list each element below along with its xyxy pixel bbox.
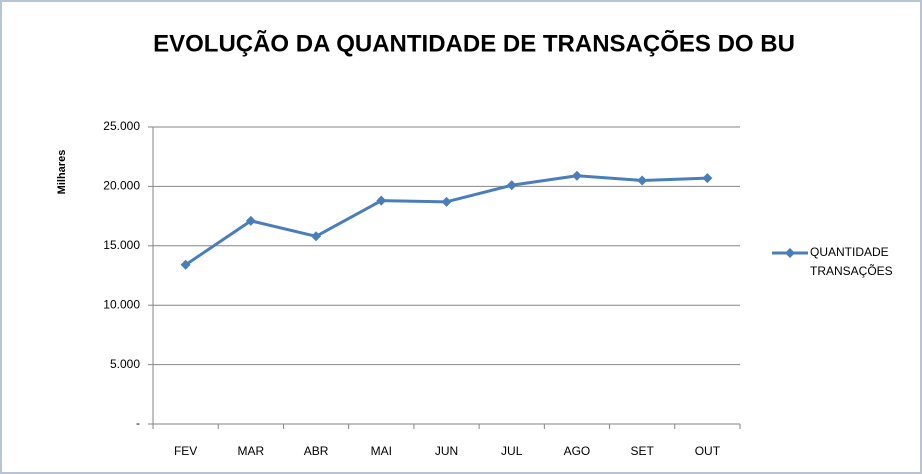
- marker: [311, 231, 322, 242]
- y-tick-label: -: [136, 416, 140, 430]
- y-tick-label: 15.000: [103, 238, 140, 252]
- y-axis-label: Milhares: [56, 150, 68, 195]
- x-tick-label: OUT: [695, 444, 721, 458]
- legend-label: QUANTIDADE TRANSAÇÕES: [810, 245, 893, 278]
- y-tick-label: 5.000: [110, 357, 140, 371]
- y-tick-label: 25.000: [103, 119, 140, 133]
- marker: [506, 180, 517, 191]
- marker: [702, 173, 713, 184]
- x-tick-label: FEV: [174, 444, 197, 458]
- chart-title: EVOLUÇÃO DA QUANTIDADE DE TRANSAÇÕES DO …: [153, 29, 795, 57]
- x-tick-label: AGO: [564, 444, 591, 458]
- marker: [376, 195, 387, 206]
- x-tick-label: MAR: [237, 444, 264, 458]
- marker: [571, 170, 582, 181]
- x-tick-label: SET: [630, 444, 654, 458]
- marker: [180, 259, 191, 270]
- legend-marker: [785, 248, 795, 258]
- marker: [245, 215, 256, 226]
- y-tick-label: 10.000: [103, 297, 140, 311]
- x-tick-label: MAI: [371, 444, 392, 458]
- marker: [637, 175, 648, 186]
- x-tick-label: ABR: [304, 444, 329, 458]
- y-tick-label: 20.000: [103, 179, 140, 193]
- x-tick-label: JUN: [435, 444, 458, 458]
- x-tick-label: JUL: [501, 444, 523, 458]
- marker: [441, 196, 452, 207]
